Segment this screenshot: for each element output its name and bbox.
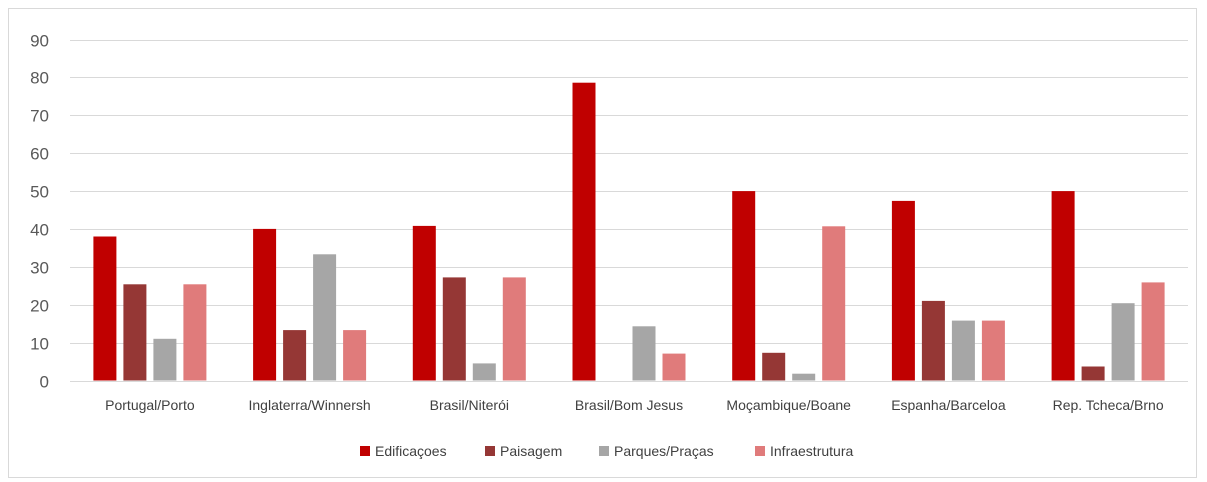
- y-tick-label: 50: [30, 183, 49, 202]
- bar: [762, 352, 786, 381]
- x-tick-label: Brasil/Niterói: [430, 397, 509, 413]
- y-tick-label: 20: [30, 297, 49, 316]
- bar: [253, 228, 277, 381]
- bar: [283, 330, 307, 381]
- bar: [632, 326, 656, 381]
- y-tick-label: 70: [30, 107, 49, 126]
- legend-swatch: [485, 446, 495, 456]
- y-tick-label: 60: [30, 145, 49, 164]
- bar: [822, 226, 846, 381]
- bar: [442, 277, 466, 381]
- bar: [572, 82, 596, 381]
- y-tick-label: 30: [30, 259, 49, 278]
- x-tick-label: Espanha/Barceloa: [891, 397, 1006, 413]
- bar: [343, 330, 367, 381]
- y-tick-label: 80: [30, 69, 49, 88]
- x-tick-label: Portugal/Porto: [105, 397, 195, 413]
- bar: [921, 300, 945, 381]
- bar: [891, 200, 915, 381]
- bar: [472, 363, 496, 381]
- bar: [153, 338, 177, 381]
- chart-frame: [8, 8, 1197, 478]
- bar: [123, 284, 147, 381]
- legend-swatch: [599, 446, 609, 456]
- bar: [951, 320, 975, 381]
- bar: [93, 236, 117, 381]
- x-tick-label: Moçambique/Boane: [726, 397, 851, 413]
- legend-label: Edificaçoes: [375, 443, 447, 459]
- y-tick-label: 40: [30, 221, 49, 240]
- bar: [502, 277, 526, 381]
- legend-label: Infraestrutura: [770, 443, 853, 459]
- legend-label: Paisagem: [500, 443, 562, 459]
- bar: [981, 320, 1005, 381]
- bar: [732, 191, 756, 381]
- y-tick-label: 10: [30, 335, 49, 354]
- x-tick-label: Brasil/Bom Jesus: [575, 397, 683, 413]
- bar: [1111, 303, 1135, 381]
- bar: [1081, 366, 1105, 381]
- legend-swatch: [755, 446, 765, 456]
- legend-swatch: [360, 446, 370, 456]
- x-tick-label: Rep. Tcheca/Brno: [1053, 397, 1164, 413]
- x-tick-label: Inglaterra/Winnersh: [249, 397, 371, 413]
- bar: [412, 225, 436, 381]
- bar: [662, 353, 686, 381]
- bar: [313, 254, 337, 381]
- y-tick-label: 0: [40, 373, 49, 392]
- bar: [1051, 191, 1075, 381]
- bar: [183, 284, 207, 381]
- bar: [792, 373, 816, 381]
- y-tick-label: 90: [30, 32, 49, 51]
- bar: [1141, 282, 1165, 381]
- legend-label: Parques/Praças: [614, 443, 714, 459]
